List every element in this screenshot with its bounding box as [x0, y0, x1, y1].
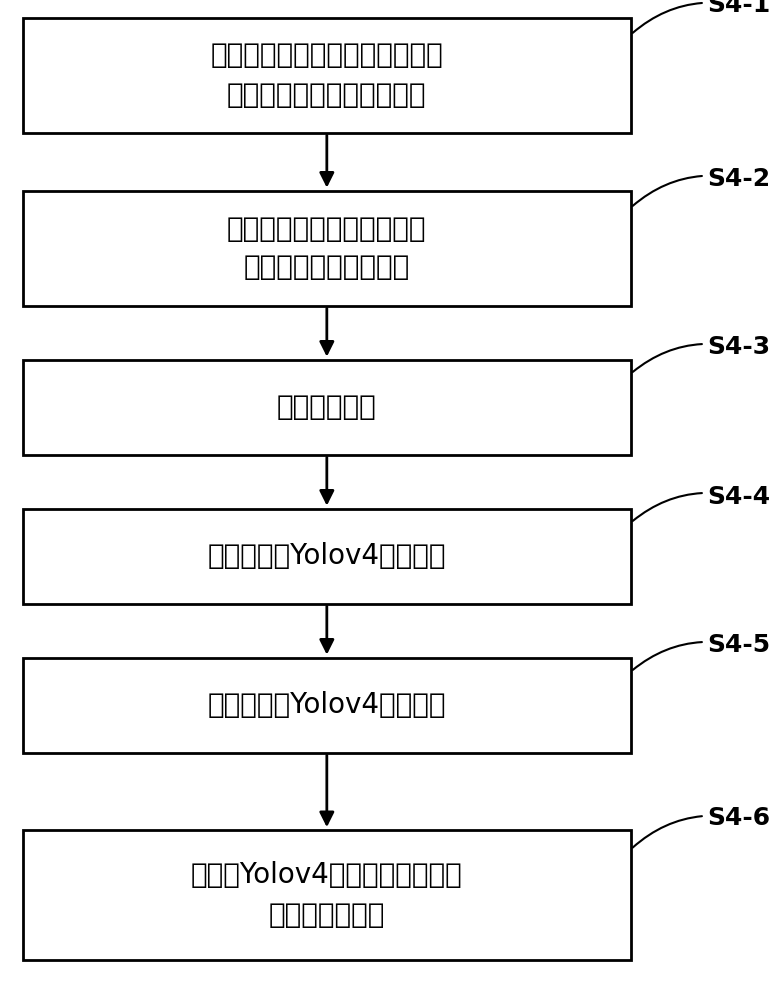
Text: S4-2: S4-2	[633, 166, 769, 206]
Text: 构建改进的Yolov4检测模型: 构建改进的Yolov4检测模型	[208, 542, 446, 570]
Text: 在线数据增强: 在线数据增强	[277, 393, 377, 421]
Bar	[23, 830, 631, 960]
Bar	[23, 658, 631, 752]
Text: S4-4: S4-4	[633, 485, 769, 521]
Text: 训练改进的Yolov4检测模型: 训练改进的Yolov4检测模型	[208, 691, 446, 719]
Text: 对构建得到的缺降数据集和
完好数据集进行预处理: 对构建得到的缺降数据集和 完好数据集进行预处理	[227, 215, 427, 282]
Bar	[23, 360, 631, 454]
Text: S4-1: S4-1	[633, 0, 769, 33]
Bar	[23, 17, 631, 132]
Text: S4-3: S4-3	[633, 336, 769, 372]
Bar	[23, 509, 631, 604]
Bar	[23, 190, 631, 306]
Text: S4-5: S4-5	[633, 634, 769, 670]
Text: S4-6: S4-6	[633, 806, 769, 848]
Text: 人为筛选出缺降薄膜图像，并构
建缺降数据集和完好数据集: 人为筛选出缺降薄膜图像，并构 建缺降数据集和完好数据集	[211, 41, 443, 108]
Text: 改进的Yolov4检测模型进行薄膜
材料的缺降检测: 改进的Yolov4检测模型进行薄膜 材料的缺降检测	[191, 861, 463, 928]
